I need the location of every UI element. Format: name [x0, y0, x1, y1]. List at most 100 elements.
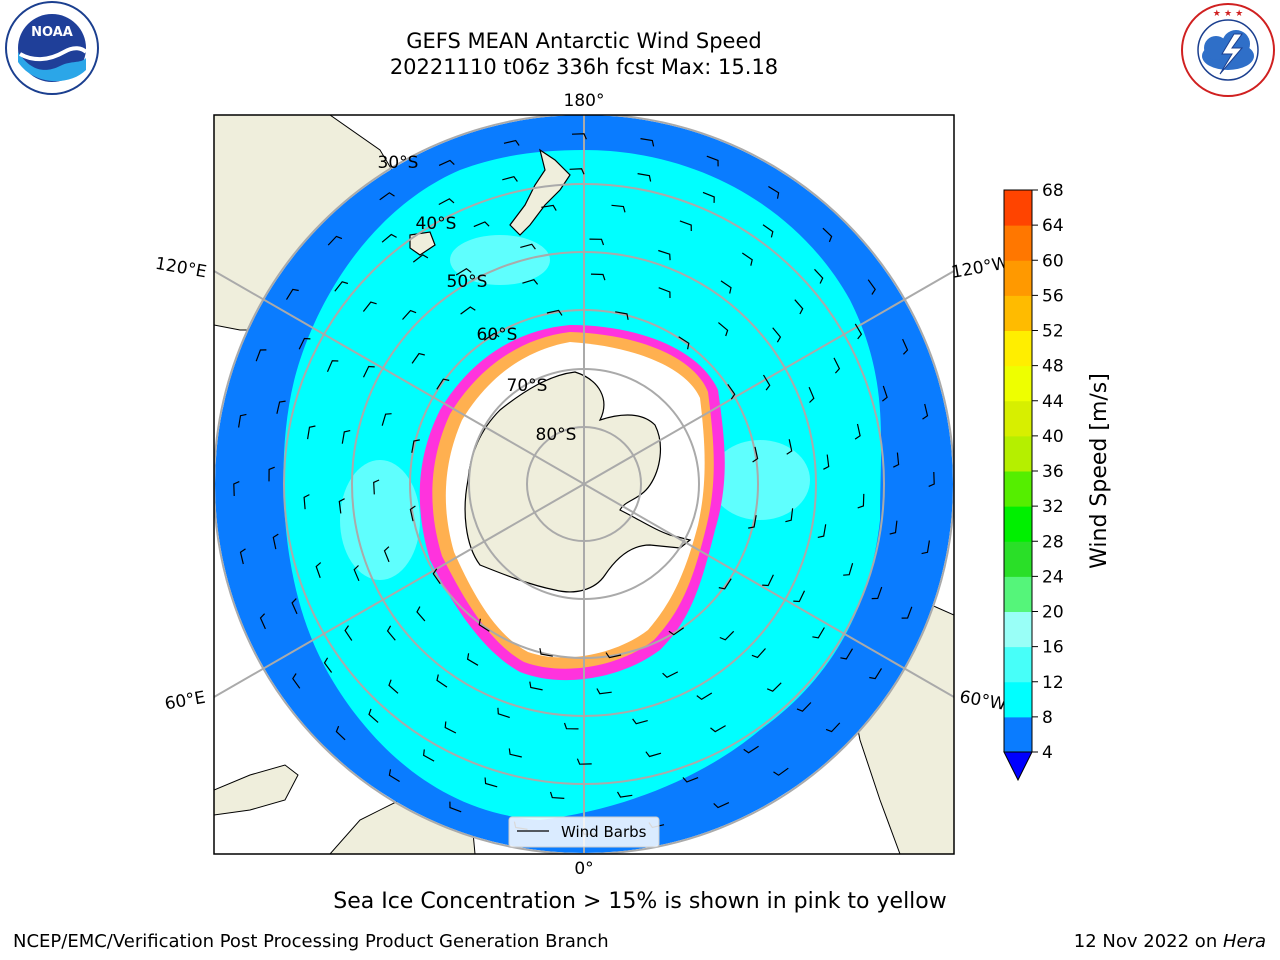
wind-barb [436, 378, 450, 390]
wind-barb [484, 777, 498, 788]
noaa-logo-text: NOAA [31, 25, 73, 40]
colorbar-tick-label: 8 [1042, 708, 1053, 728]
colorbar-tick-label: 56 [1042, 286, 1064, 306]
wind-barb [362, 365, 375, 378]
wind-barb [817, 524, 827, 538]
wind-barb [762, 224, 774, 238]
wind-barb [590, 273, 606, 281]
wind-barb [901, 606, 913, 619]
colorbar-tick-label: 16 [1042, 638, 1064, 658]
wind-barb [259, 613, 266, 630]
wind-barb [576, 758, 592, 765]
colorbar-tick-label: 24 [1042, 567, 1064, 587]
colorbar-segment [1004, 330, 1032, 367]
colorbar-segment [1004, 716, 1032, 753]
wind-barb [338, 498, 345, 514]
wind-barb [444, 721, 457, 734]
wind-barb [596, 688, 612, 695]
wind-barb [857, 493, 865, 509]
wind-barb [822, 227, 833, 243]
footer-credit: NCEP/EMC/Verification Post Processing Pr… [13, 931, 609, 952]
wind-barb [386, 625, 396, 641]
wind-barb [766, 682, 782, 692]
wind-barb [466, 653, 479, 666]
wind-barb [334, 281, 349, 292]
wind-barb [563, 722, 579, 730]
wind-barb [748, 515, 757, 529]
wind-barb [902, 338, 909, 355]
wind-barb [762, 374, 771, 391]
wind-barb [833, 357, 841, 374]
wind-barb [353, 565, 360, 582]
wind-barb [867, 279, 876, 295]
wind-barb [276, 400, 286, 414]
wind-barb [412, 254, 429, 263]
longitude-grid [214, 115, 954, 854]
wind-barb [794, 299, 804, 315]
colorbar-tick-label: 36 [1042, 462, 1064, 482]
wind-barb [589, 238, 605, 246]
nws-logo-text: ★ ★ ★ [1213, 9, 1243, 19]
colorbar-segment [1004, 471, 1032, 507]
wind-barb [840, 648, 854, 660]
wind-barb [843, 563, 854, 576]
wind-barb [327, 235, 343, 246]
chart-title: GEFS MEAN Antarctic Wind Speed [406, 29, 762, 53]
wind-barb [422, 749, 435, 762]
colorbar-segment [1004, 646, 1032, 683]
colorbar-tick-label: 52 [1042, 322, 1064, 342]
wind-barb [239, 548, 246, 565]
wind-patch-12-16-b [710, 440, 810, 520]
wind-barb [871, 586, 883, 600]
colorbar-segment [1004, 225, 1032, 261]
wind-patch-12-16-c [450, 235, 550, 285]
wind-barb [541, 204, 557, 211]
wind-barb [436, 674, 448, 688]
wind-barb [658, 249, 671, 261]
colorbar-tick-label: 4 [1042, 743, 1053, 763]
wind-barb [473, 221, 490, 228]
wind-barb [785, 508, 794, 523]
wind-barb [637, 173, 652, 182]
wind-barb [605, 652, 622, 659]
colorbar-extend [1003, 751, 1033, 782]
wind-barb [808, 386, 815, 403]
footer-date-text: 12 Nov 2022 on [1073, 931, 1223, 952]
wind-barb [255, 349, 267, 362]
wind-barb [368, 708, 379, 723]
wind-barb [658, 287, 671, 299]
wind-barb [411, 439, 420, 453]
lat-label-60s: 60°S [477, 325, 518, 345]
wind-barb [298, 337, 311, 350]
wind-barb [751, 648, 766, 659]
wind-barb [727, 383, 736, 400]
wind-barb [720, 280, 732, 294]
wind-barb [812, 627, 825, 639]
wind-barb [292, 673, 301, 689]
wind-barb [460, 306, 476, 315]
wind-barb [773, 767, 789, 776]
wind-barb [682, 777, 699, 783]
wind-barb [233, 481, 240, 497]
wind-barb [869, 668, 883, 680]
wind-barb [503, 139, 520, 146]
wind-barb [854, 423, 861, 440]
wind-barb [823, 454, 830, 470]
colorbar-tick-label: 48 [1042, 357, 1064, 377]
caption: Sea Ice Concentration > 15% is shown in … [333, 889, 947, 914]
wind-barb [373, 479, 380, 495]
land-tasmania [409, 231, 436, 256]
land-new-zealand [509, 148, 571, 236]
wind-barb [710, 725, 726, 733]
wind-barb [889, 520, 898, 535]
colorbar-segment [1004, 681, 1032, 718]
wind-barb [796, 702, 812, 712]
wind-barb [520, 243, 536, 250]
wind-barb [315, 562, 322, 579]
colorbar-segment [1004, 541, 1032, 577]
colorbar-tick-label: 12 [1042, 673, 1064, 693]
lon-label-180: 180° [564, 91, 605, 111]
map-legend: Wind Barbs [508, 816, 660, 848]
wind-barb [411, 352, 425, 364]
